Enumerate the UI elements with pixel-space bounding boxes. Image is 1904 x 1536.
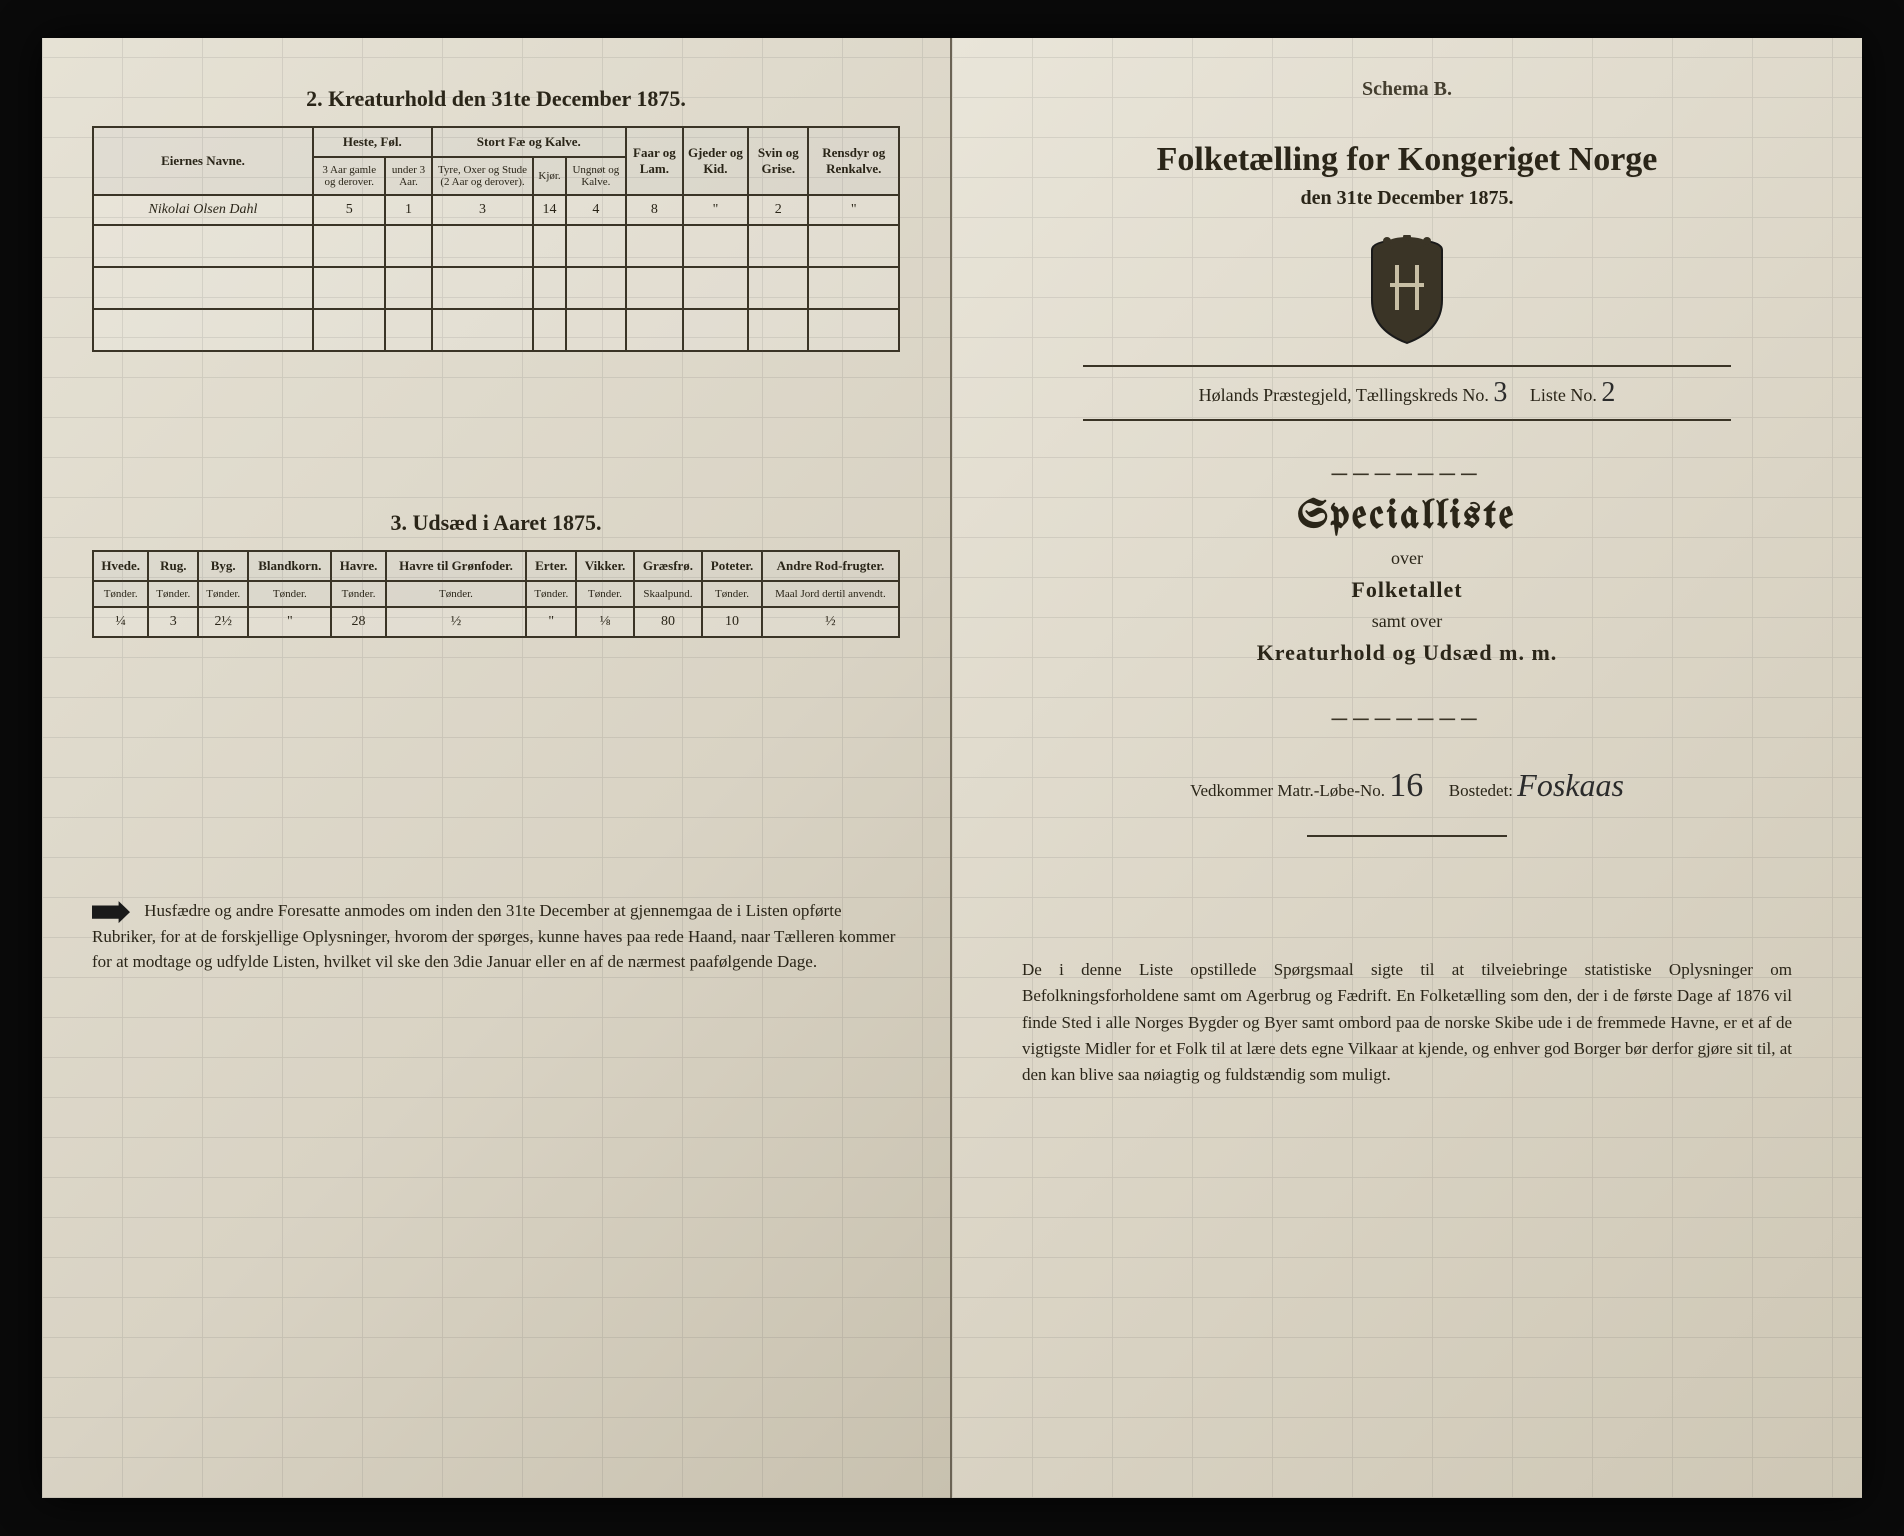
cell-grass-seed: 80 [634, 607, 702, 637]
matr-label: Vedkommer Matr.-Løbe-No. [1190, 781, 1385, 800]
cell-goats: " [683, 195, 748, 225]
ornament: ─────── [1002, 461, 1812, 487]
cell-sheep: 8 [626, 195, 683, 225]
left-footnote: Husfædre og andre Foresatte anmodes om i… [92, 898, 900, 975]
section3-title: 3. Udsæd i Aaret 1875. [92, 510, 900, 536]
unit: Tønder. [93, 581, 148, 607]
seed-table: Hvede. Rug. Byg. Blandkorn. Havre. Havre… [92, 550, 900, 638]
cell-rye: 3 [148, 607, 198, 637]
unit: Skaalpund. [634, 581, 702, 607]
bosted-name: Foskaas [1517, 767, 1624, 803]
section2-title: 2. Kreaturhold den 31te December 1875. [92, 86, 900, 112]
coat-of-arms-icon [1362, 235, 1452, 345]
cell-cows: 14 [533, 195, 565, 225]
samt-over-label: samt over [1002, 611, 1812, 632]
cell-wheat: ¼ [93, 607, 148, 637]
census-title: Folketælling for Kongeriget Norge [1002, 141, 1812, 179]
left-page: 2. Kreaturhold den 31te December 1875. E… [42, 38, 952, 1498]
th-goats: Gjeder og Kid. [683, 127, 748, 195]
th-vetches: Vikker. [576, 551, 634, 581]
th-wheat: Hvede. [93, 551, 148, 581]
th-sheep: Faar og Lam. [626, 127, 683, 195]
liste-label: Liste No. [1530, 385, 1597, 405]
folketallet-label: Folketallet [1002, 577, 1812, 603]
matr-no: 16 [1389, 767, 1423, 804]
over-label: over [1002, 548, 1812, 569]
cell-vetches: ⅛ [576, 607, 634, 637]
liste-no: 2 [1601, 377, 1615, 408]
cell-pigs: 2 [748, 195, 808, 225]
cell-peas: " [526, 607, 576, 637]
pointer-icon [92, 901, 130, 923]
unit: Tønder. [576, 581, 634, 607]
empty-row [93, 309, 899, 351]
bosted-label: Bostedet: [1449, 781, 1513, 800]
footnote-text: Husfædre og andre Foresatte anmodes om i… [92, 901, 895, 971]
cell-mixed: " [248, 607, 331, 637]
th-potatoes: Poteter. [702, 551, 762, 581]
unit: Tønder. [331, 581, 385, 607]
cell-bulls: 3 [432, 195, 534, 225]
owner-name: Nikolai Olsen Dahl [93, 195, 313, 225]
kreatur-line: Kreaturhold og Udsæd m. m. [1002, 640, 1812, 666]
cell-oats-fodder: ½ [386, 607, 527, 637]
th-mixed: Blandkorn. [248, 551, 331, 581]
cell-reindeer: " [808, 195, 899, 225]
parish-line: Hølands Præstegjeld, Tællingskreds No. 3… [1083, 365, 1731, 421]
th-young-cattle: Ungnøt og Kalve. [566, 157, 626, 195]
census-date: den 31te December 1875. [1002, 187, 1812, 210]
unit: Tønder. [702, 581, 762, 607]
th-cows: Kjør. [533, 157, 565, 195]
seed-row: ¼ 3 2½ " 28 ½ " ⅛ 80 10 ½ [93, 607, 899, 637]
th-bulls: Tyre, Oxer og Stude (2 Aar og derover). [432, 157, 534, 195]
cell-roots: ½ [762, 607, 899, 637]
th-owner: Eiernes Navne. [93, 127, 313, 195]
schema-label: Schema B. [1002, 78, 1812, 101]
cell-potatoes: 10 [702, 607, 762, 637]
th-cattle: Stort Fæ og Kalve. [432, 127, 626, 157]
th-reindeer: Rensdyr og Renkalve. [808, 127, 899, 195]
cell-horses-young: 1 [385, 195, 431, 225]
th-oats: Havre. [331, 551, 385, 581]
cell-young-cattle: 4 [566, 195, 626, 225]
unit: Tønder. [526, 581, 576, 607]
divider [1307, 835, 1507, 837]
th-horses-old: 3 Aar gamle og derover. [313, 157, 385, 195]
th-barley: Byg. [198, 551, 248, 581]
th-grass-seed: Græsfrø. [634, 551, 702, 581]
th-roots: Andre Rod-frugter. [762, 551, 899, 581]
unit: Tønder. [148, 581, 198, 607]
th-horses-young: under 3 Aar. [385, 157, 431, 195]
right-page: Schema B. Folketælling for Kongeriget No… [952, 38, 1862, 1498]
cell-oats: 28 [331, 607, 385, 637]
bottom-paragraph: De i denne Liste opstillede Spørgsmaal s… [1002, 957, 1812, 1089]
unit: Tønder. [248, 581, 331, 607]
matr-line: Vedkommer Matr.-Løbe-No. 16 Bostedet: Fo… [1002, 767, 1812, 805]
cell-horses-old: 5 [313, 195, 385, 225]
scanned-document: 2. Kreaturhold den 31te December 1875. E… [42, 38, 1862, 1498]
empty-row [93, 267, 899, 309]
livestock-row: Nikolai Olsen Dahl 5 1 3 14 4 8 " 2 " [93, 195, 899, 225]
livestock-table: Eiernes Navne. Heste, Føl. Stort Fæ og K… [92, 126, 900, 352]
parish-label: Hølands Præstegjeld, Tællingskreds No. [1199, 385, 1489, 405]
specialliste-heading: Specialliste [1002, 497, 1812, 538]
th-peas: Erter. [526, 551, 576, 581]
empty-row [93, 225, 899, 267]
th-rye: Rug. [148, 551, 198, 581]
unit: Tønder. [386, 581, 527, 607]
cell-barley: 2½ [198, 607, 248, 637]
th-horses: Heste, Føl. [313, 127, 432, 157]
parish-kreds-no: 3 [1493, 377, 1507, 408]
unit: Maal Jord dertil anvendt. [762, 581, 899, 607]
unit: Tønder. [198, 581, 248, 607]
th-oats-fodder: Havre til Grønfoder. [386, 551, 527, 581]
ornament: ─────── [1002, 706, 1812, 732]
th-pigs: Svin og Grise. [748, 127, 808, 195]
